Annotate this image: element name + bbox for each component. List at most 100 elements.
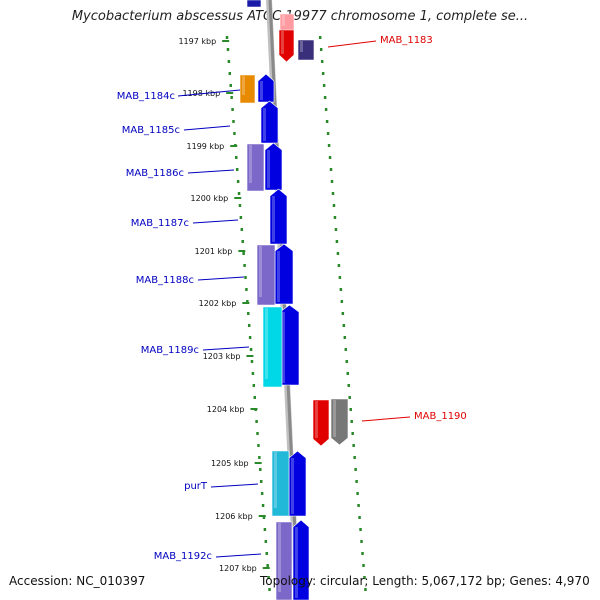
left-track-dot — [268, 588, 271, 591]
gene-arrow-shade — [277, 251, 280, 302]
left-track-dot — [249, 348, 253, 351]
position-tick-label: 1203 kbp — [203, 352, 241, 361]
gene-block-shade — [278, 523, 281, 592]
gene-arrow-forward-shade — [333, 400, 336, 437]
gene-arrow[interactable] — [292, 519, 310, 600]
position-tick-label: 1202 kbp — [199, 299, 237, 308]
gene-label[interactable]: MAB_1184c — [117, 91, 175, 102]
left-track-dot — [232, 120, 235, 123]
right-track-dot — [330, 180, 334, 183]
gene-arrow-forward-shade — [281, 31, 284, 54]
left-track-dot — [240, 228, 244, 231]
right-track-dot — [332, 204, 336, 207]
right-track-dot — [342, 324, 346, 327]
right-track-dot — [363, 576, 366, 579]
accession-label: Accession: — [9, 574, 73, 588]
right-track-dot — [319, 48, 323, 51]
gene-block[interactable] — [275, 521, 293, 600]
gene-arrow-forward[interactable] — [278, 29, 295, 63]
gene-arrow[interactable] — [257, 73, 275, 103]
gene-label[interactable]: MAB_1189c — [141, 345, 199, 356]
left-track-dot — [263, 528, 267, 531]
right-track-dot — [343, 336, 347, 339]
gene-block-shade — [300, 41, 303, 52]
right-track-dot — [320, 60, 324, 63]
gene-label[interactable]: MAB_1188c — [136, 275, 194, 286]
left-track-dot — [264, 540, 268, 543]
right-track-dot — [340, 300, 344, 303]
right-track-dot — [359, 528, 362, 531]
gene-label[interactable]: MAB_1187c — [131, 218, 189, 229]
accession-value: NC_010397 — [76, 574, 146, 588]
right-track-dot — [344, 348, 348, 351]
gene-arrow-shade — [272, 196, 275, 242]
gene-label[interactable]: MAB_1190 — [414, 411, 467, 422]
gene-arrow-forward[interactable] — [330, 398, 349, 446]
right-track-dot — [325, 120, 329, 123]
gene-block-orange[interactable] — [239, 74, 256, 104]
position-tick-label: 1197 kbp — [178, 37, 216, 46]
gene-arrow-shade — [282, 312, 285, 383]
left-track-dot — [231, 108, 234, 111]
gene-label-leader — [187, 169, 235, 174]
gene-block-shade — [249, 145, 252, 183]
gene-arrow[interactable] — [264, 142, 283, 191]
right-track-dot — [322, 84, 326, 87]
gene-block[interactable] — [297, 39, 315, 61]
gene-arrow-forward[interactable] — [312, 399, 330, 447]
right-track-dot — [336, 252, 340, 255]
right-track-dot — [327, 144, 331, 147]
gene-block[interactable] — [246, 143, 265, 192]
left-track-dot — [256, 432, 259, 435]
right-track-dot — [364, 588, 367, 591]
gene-label-leader — [202, 346, 250, 351]
gene-block-orange-shade — [242, 76, 245, 95]
right-track-dot — [338, 276, 342, 279]
right-track-dot — [354, 468, 357, 471]
left-track-dot — [267, 576, 270, 579]
gene-label[interactable]: MAB_1192c — [154, 551, 212, 562]
left-track-dot — [252, 384, 256, 387]
left-track-dot — [260, 492, 264, 495]
topology-value: circular; — [319, 574, 369, 588]
gene-block[interactable] — [256, 244, 276, 306]
left-track-dot — [225, 36, 229, 39]
position-tick-label: 1199 kbp — [187, 142, 225, 151]
gene-label[interactable]: MAB_1186c — [126, 168, 184, 179]
left-track-dot — [233, 132, 236, 135]
right-track-dot — [341, 312, 345, 315]
gene-arrow[interactable] — [260, 100, 279, 144]
gene-label[interactable]: MAB_1183 — [380, 35, 433, 46]
left-track-dot — [243, 264, 246, 267]
left-track-dot — [238, 204, 242, 207]
right-track-dot — [333, 216, 337, 219]
gene-label[interactable]: MAB_1185c — [122, 125, 180, 136]
right-track-dot — [318, 36, 322, 39]
left-track-dot — [255, 420, 258, 423]
gene-arrow-shade — [260, 81, 263, 100]
left-track-dot — [226, 48, 230, 51]
right-track-dot — [347, 384, 350, 387]
gene-label-leader — [327, 40, 377, 48]
right-track-dot — [321, 72, 325, 75]
gene-arrow[interactable] — [269, 188, 288, 245]
gene-label-leader — [210, 483, 259, 488]
left-track-dot — [261, 504, 265, 507]
right-track-dot — [348, 396, 351, 399]
gene-label-leader — [215, 553, 262, 558]
gene-block[interactable] — [262, 306, 283, 388]
gene-block[interactable] — [271, 450, 290, 517]
gene-block-top[interactable] — [246, 0, 262, 8]
left-track-dot — [251, 372, 255, 375]
left-track-dot — [228, 72, 232, 75]
gene-label[interactable]: purT — [184, 481, 208, 492]
left-track-dot — [235, 168, 239, 171]
left-track-dot — [239, 216, 243, 219]
genes-value: 4,970 — [555, 574, 590, 588]
right-track-dot — [349, 408, 352, 411]
left-track-dot — [236, 180, 240, 183]
genes-label: Genes: — [509, 574, 552, 588]
right-track-dot — [324, 108, 328, 111]
